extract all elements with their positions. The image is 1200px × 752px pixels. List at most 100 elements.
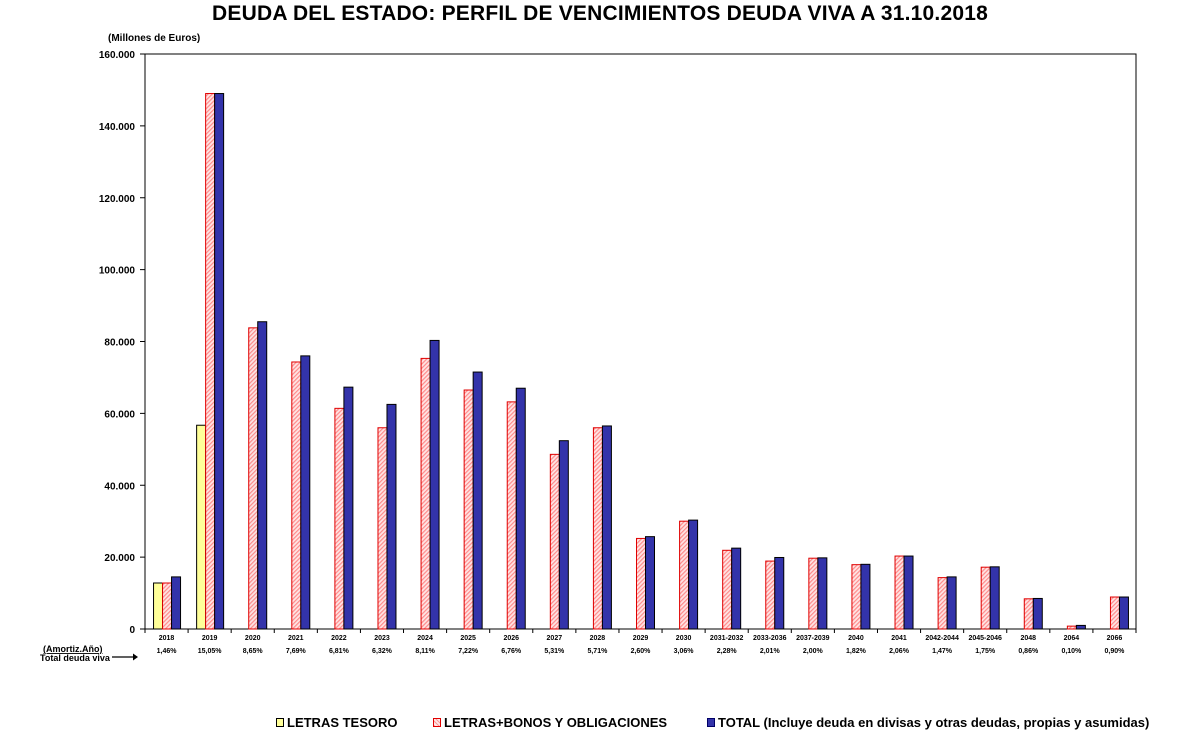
bar-total	[601, 425, 612, 630]
x-tick-label: 2027	[547, 635, 563, 642]
bar-total	[688, 519, 699, 630]
amortization-pct: 5,31%	[544, 648, 565, 655]
bar-letras-bonos-obligaciones	[1023, 598, 1034, 630]
bar-letras-bonos-obligaciones	[506, 401, 517, 630]
bar-total	[214, 93, 225, 630]
amortization-pct: 7,69%	[286, 648, 307, 655]
bar-total	[903, 555, 914, 630]
legend-swatch	[707, 718, 715, 727]
bar-letras-bonos-obligaciones	[377, 427, 388, 630]
bar-letras-bonos-obligaciones	[808, 557, 819, 630]
amortization-pct: 2,28%	[717, 648, 738, 655]
x-tick-label: 2025	[460, 635, 476, 642]
bar-letras-bonos-obligaciones	[420, 357, 431, 630]
bar-total	[1075, 624, 1086, 630]
legend-label: LETRAS+BONOS Y OBLIGACIONES	[444, 715, 668, 730]
bar-total	[472, 371, 483, 630]
bar-letras-bonos-obligaciones	[1066, 625, 1077, 630]
legend: LETRAS TESORO LETRAS+BONOS Y OBLIGACIONE…	[0, 715, 1200, 735]
amortization-pct: 6,81%	[329, 648, 350, 655]
bar-letras-bonos-obligaciones	[894, 555, 905, 630]
bar-letras-bonos-obligaciones	[636, 537, 646, 630]
bar-letras-tesoro	[196, 424, 207, 630]
x-tick-label: 2042-2044	[925, 635, 959, 642]
bar-letras-bonos-obligaciones	[722, 549, 733, 630]
bar-letras-bonos-obligaciones	[980, 566, 991, 630]
amortization-pct: 1,82%	[846, 648, 867, 655]
x-tick-label: 2019	[202, 635, 218, 642]
legend-item-bonos: LETRAS+BONOS Y OBLIGACIONES	[433, 715, 667, 730]
x-tick-label: 2021	[288, 635, 304, 642]
bar-letras-bonos-obligaciones	[679, 520, 690, 630]
y-tick-label: 40.000	[104, 481, 135, 492]
bar-letras-bonos-obligaciones	[851, 564, 862, 630]
amortization-pct: 15,05%	[198, 648, 223, 655]
amortization-pct: 1,47%	[932, 648, 953, 655]
bar-total	[645, 536, 655, 630]
bar-total	[171, 576, 182, 630]
legend-swatch	[276, 718, 284, 727]
x-tick-label: 2045-2046	[968, 635, 1002, 642]
bar-total	[257, 321, 268, 630]
y-tick-label: 160.000	[99, 50, 136, 61]
chart-title: DEUDA DEL ESTADO: PERFIL DE VENCIMIENTOS…	[212, 2, 988, 25]
x-tick-label: 2029	[633, 635, 649, 642]
arrow-icon	[112, 653, 138, 661]
x-tick-label: 2023	[374, 635, 390, 642]
amortization-pct: 1,46%	[157, 648, 178, 655]
bar-total	[731, 547, 742, 630]
amortization-pct: 0,10%	[1061, 648, 1082, 655]
bar-total	[817, 557, 828, 630]
bar-letras-bonos-obligaciones	[463, 389, 474, 630]
amortization-pct: 3,06%	[674, 648, 695, 655]
legend-label: LETRAS TESORO	[287, 715, 398, 730]
bar-total	[515, 387, 526, 630]
bar-letras-bonos-obligaciones	[162, 582, 173, 630]
bar-letras-bonos-obligaciones	[765, 560, 776, 630]
amortization-pct: 2,01%	[760, 648, 781, 655]
bar-total	[300, 355, 311, 630]
x-tick-label: 2037-2039	[796, 635, 830, 642]
amortization-pct: 5,71%	[587, 648, 608, 655]
x-tick-label: 2022	[331, 635, 347, 642]
amortization-pct: 2,60%	[631, 648, 652, 655]
bar-total	[1118, 596, 1129, 630]
y-tick-label: 100.000	[99, 266, 136, 277]
bar-letras-bonos-obligaciones	[1109, 596, 1120, 630]
x-tick-label: 2030	[676, 635, 692, 642]
legend-item-letras: LETRAS TESORO	[276, 715, 398, 730]
bar-letras-bonos-obligaciones	[592, 427, 603, 630]
bar-total	[558, 440, 569, 630]
bar-chart: (Millones de Euros) 0 20.000 40.000 60.000 8…	[40, 33, 1137, 663]
y-axis-label: (Millones de Euros)	[108, 33, 200, 44]
amortization-pct: 8,11%	[415, 648, 435, 655]
bar-total	[774, 556, 785, 630]
x-tick-label: 2020	[245, 635, 261, 642]
x-tick-label: 2041	[891, 635, 907, 642]
y-tick-label: 140.000	[99, 122, 136, 133]
x-tick-label: 2024	[417, 635, 433, 642]
legend-swatch	[433, 718, 441, 727]
legend-item-total: TOTAL (Incluye deuda en divisas y otras …	[707, 715, 1149, 730]
total-label: Total deuda viva	[40, 653, 111, 663]
bar-total	[343, 386, 354, 630]
x-tick-label: 2048	[1020, 635, 1036, 642]
x-tick-label: 2066	[1107, 635, 1123, 642]
x-tick-label: 2028	[590, 635, 606, 642]
legend-label: TOTAL (Incluye deuda en divisas y otras …	[718, 715, 1150, 730]
bar-letras-bonos-obligaciones	[334, 407, 345, 630]
bar-letras-bonos-obligaciones	[291, 361, 302, 630]
amortization-pct: 0,90%	[1105, 648, 1126, 655]
bar-total	[1032, 597, 1043, 630]
amortization-pct: 8,65%	[243, 648, 264, 655]
x-tick-label: 2040	[848, 635, 864, 642]
x-tick-label: 2033-2036	[753, 635, 787, 642]
y-tick-label: 0	[129, 625, 135, 636]
bar-letras-bonos-obligaciones	[248, 327, 259, 630]
bar-letras-bonos-obligaciones	[205, 93, 216, 630]
x-tick-label: 2026	[503, 635, 519, 642]
bar-total	[946, 576, 957, 630]
amortization-pct: 1,75%	[975, 648, 996, 655]
bar-letras-tesoro	[153, 582, 164, 630]
amortization-pct: 2,00%	[803, 648, 824, 655]
